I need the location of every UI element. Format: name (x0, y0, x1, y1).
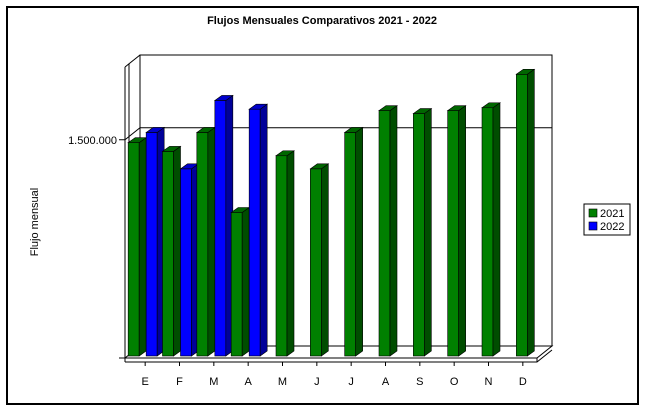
x-tick-label: D (519, 376, 527, 388)
bar-front (481, 107, 494, 357)
bars (127, 68, 536, 357)
bar-top (309, 163, 330, 170)
bar-side (389, 105, 398, 357)
bar-top (343, 127, 364, 133)
bar-side (207, 126, 216, 357)
bar-side (138, 137, 147, 357)
bar-side (286, 150, 295, 357)
x-tick-label: F (176, 376, 183, 388)
bar-top (481, 102, 501, 109)
bar-top (161, 146, 182, 152)
bar-top (145, 127, 166, 133)
bar-top (248, 103, 269, 110)
y-tick-label: 1.500.000 (68, 135, 117, 147)
bar-side (241, 206, 250, 357)
left-wall-top-edge (124, 54, 141, 68)
bar-top (515, 68, 536, 75)
bar-front (275, 155, 288, 357)
bar (145, 126, 166, 357)
bar-side (458, 105, 466, 357)
bar-front (447, 110, 459, 357)
bar (248, 103, 269, 357)
x-tick-label: M (209, 376, 218, 388)
bar-top (213, 95, 234, 101)
bar-front (378, 110, 391, 357)
bar (275, 150, 295, 357)
bar-front (196, 132, 209, 357)
bar-front (230, 212, 243, 357)
x-tick-label: A (382, 376, 390, 388)
bar (481, 102, 501, 357)
x-tick-label: O (450, 376, 459, 388)
bar-front (162, 151, 174, 357)
bar-side (355, 126, 363, 357)
x-tick-label: E (141, 376, 148, 388)
y-axis-label: Flujo mensual (29, 188, 41, 256)
bar-top (378, 105, 398, 111)
bar-top (412, 108, 433, 114)
bar (378, 105, 398, 357)
bar (195, 126, 216, 357)
x-tick-label: N (485, 376, 493, 388)
bar (343, 126, 364, 357)
chart-title: Flujos Mensuales Comparativos 2021 - 202… (207, 15, 437, 27)
bar (412, 107, 433, 357)
x-tick-label: J (314, 376, 320, 388)
bar-front (248, 108, 261, 357)
bar (179, 163, 200, 357)
bar-front (344, 132, 356, 357)
y-tick-labels: 1.500.000 (68, 135, 117, 147)
bar-side (492, 102, 501, 357)
bar-side (424, 107, 432, 357)
bar-front (214, 100, 227, 357)
bar (515, 68, 536, 357)
bar-side (527, 68, 535, 357)
legend-label: 2021 (600, 208, 624, 220)
bar (446, 105, 467, 357)
legend-swatch (588, 208, 598, 218)
bar (161, 145, 182, 357)
bar (230, 206, 251, 357)
bar (309, 163, 330, 357)
bar-side (259, 103, 268, 357)
bar (213, 94, 234, 357)
bar-front (180, 168, 192, 357)
bar-front (127, 142, 140, 357)
bar (127, 137, 148, 357)
bar-front (516, 73, 528, 357)
x-tick-label: J (348, 376, 354, 388)
bar-top (446, 105, 467, 111)
bar-side (173, 145, 181, 357)
legend-swatch (588, 221, 598, 231)
x-tick-label: S (416, 376, 423, 388)
bar-front (145, 132, 158, 357)
x-tick-label: M (278, 376, 287, 388)
bar-front (310, 168, 322, 357)
bar-top (275, 150, 295, 157)
bar-side (321, 163, 329, 357)
bar-front (413, 113, 425, 357)
x-tick-label: A (244, 376, 252, 388)
legend-label: 2022 (600, 221, 624, 233)
